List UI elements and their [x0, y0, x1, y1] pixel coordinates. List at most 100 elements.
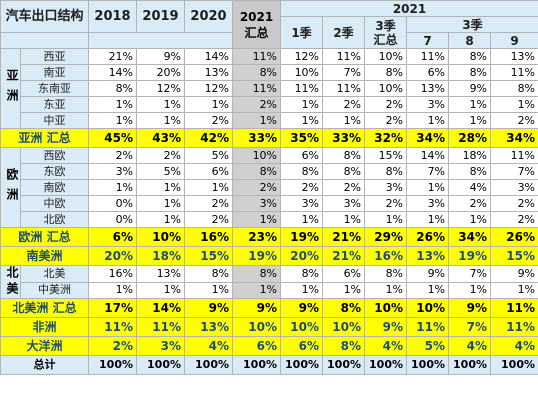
table-cell: 16%: [364, 246, 408, 266]
table-cell: 8%: [322, 163, 366, 180]
table-cell: 1%: [88, 96, 138, 113]
table-cell: 15%: [364, 147, 408, 164]
table-cell: 19%: [232, 246, 282, 266]
table-cell: 1%: [490, 281, 538, 299]
table-cell: 13%: [136, 265, 186, 283]
table-cell: 13%: [406, 80, 450, 97]
row-label: 东亚: [19, 96, 90, 113]
table-cell: 32%: [364, 128, 408, 148]
table-cell: 1%: [322, 112, 366, 129]
table-cell: 20%: [280, 246, 324, 266]
table-cell: 7%: [322, 64, 366, 81]
table-cell: 11%: [490, 147, 538, 164]
table-cell: 8%: [280, 265, 324, 283]
table-cell: 21%: [88, 48, 138, 65]
table-cell: 1%: [406, 112, 450, 129]
table-cell: 100%: [184, 355, 234, 375]
group-2021: 2021: [280, 0, 538, 17]
table-cell: 2%: [322, 179, 366, 196]
table-row: 欧洲 汇总 6% 10% 16% 23% 19% 21% 29% 26% 34% 26%: [0, 227, 538, 247]
col-2021-summary: 2021 汇总: [232, 0, 282, 49]
row-label: 亚洲 汇总: [0, 128, 90, 148]
table-cell: 20%: [136, 64, 186, 81]
table-cell: 1%: [232, 211, 282, 228]
table-cell: 3%: [406, 195, 450, 212]
table-cell: 1%: [136, 195, 186, 212]
table-cell: 1%: [364, 281, 408, 299]
table-cell: 13%: [406, 246, 450, 266]
col-q3-summary-a: 3季: [375, 18, 396, 33]
table-row: 北美 北美 16% 13% 8% 8% 8% 6% 8% 9% 7% 9%: [0, 265, 538, 299]
table-row: 总计 100% 100% 100% 100% 100% 100% 100% 100% 100% 10…: [0, 355, 538, 375]
table-cell: 2%: [490, 195, 538, 212]
table-cell: 1%: [232, 281, 282, 299]
row-label: 非洲: [0, 317, 90, 337]
table-cell: 11%: [280, 80, 324, 97]
table-cell: 5%: [184, 147, 234, 164]
table-cell: 3%: [406, 96, 450, 113]
table-row: 非洲 11% 11% 13% 10% 10% 10% 9% 11% 7% 11%: [0, 317, 538, 337]
table-cell: 2%: [88, 336, 138, 356]
table-cell: 9%: [448, 298, 492, 318]
col-2018: 2018: [88, 0, 138, 33]
table-cell: 10%: [232, 317, 282, 337]
row-label: 北美洲 汇总: [0, 298, 90, 318]
table-cell: 11%: [232, 48, 282, 65]
table-row: 北欧 0% 1% 2% 1% 1% 1% 1% 1% 1% 2%: [1, 211, 538, 228]
table-cell: 8%: [448, 163, 492, 180]
table-row: 东欧 3% 5% 6% 8% 8% 8% 8% 7% 8% 7%: [1, 163, 538, 180]
table-cell: 10%: [322, 317, 366, 337]
table-cell: 1%: [136, 112, 186, 129]
table-cell: 2%: [490, 211, 538, 228]
table-cell: 3%: [490, 179, 538, 196]
row-label: 北欧: [19, 211, 90, 228]
table-cell: 3%: [280, 195, 324, 212]
table-cell: 3%: [136, 336, 186, 356]
region-europe-label: 欧洲: [5, 167, 19, 208]
table-cell: 8%: [232, 265, 282, 283]
table-cell: 9%: [184, 298, 234, 318]
header-row-1: 汽车出口结构 2018 2019 2020 2021 汇总 2021: [0, 0, 538, 49]
table-cell: 100%: [88, 355, 138, 375]
table-cell: 0%: [88, 195, 138, 212]
table-cell: 1%: [490, 96, 538, 113]
table-cell: 34%: [448, 227, 492, 247]
table-cell: 1%: [136, 179, 186, 196]
table-row: 亚洲 西亚 21% 9% 14% 11% 12% 11% 10% 11% 8% 13%: [0, 48, 538, 129]
table-cell: 10%: [364, 80, 408, 97]
table-cell: 14%: [406, 147, 450, 164]
table-cell: 1%: [88, 112, 138, 129]
table-row: 东亚 1% 1% 1% 2% 1% 2% 2% 3% 1% 1%: [1, 96, 538, 113]
table-cell: 9%: [280, 298, 324, 318]
table-cell: 1%: [406, 179, 450, 196]
table-row: 南欧 1% 1% 1% 2% 2% 2% 3% 1% 4% 3%: [1, 179, 538, 196]
table-cell: 1%: [280, 112, 324, 129]
table-cell: 11%: [88, 317, 138, 337]
row-label: 东欧: [19, 163, 90, 180]
table-cell: 16%: [88, 265, 138, 283]
table-cell: 6%: [280, 147, 324, 164]
table-cell: 8%: [184, 265, 234, 283]
table-cell: 2%: [448, 195, 492, 212]
table-row: 中亚 1% 1% 2% 1% 1% 1% 2% 1% 1% 2%: [1, 112, 538, 129]
table-cell: 15%: [184, 246, 234, 266]
table-cell: 11%: [232, 80, 282, 97]
table-cell: 21%: [322, 227, 366, 247]
table-cell: 100%: [322, 355, 366, 375]
table-cell: 10%: [232, 147, 282, 164]
table-cell: 13%: [184, 317, 234, 337]
table-cell: 1%: [184, 179, 234, 196]
table-cell: 12%: [184, 80, 234, 97]
header-row-2: 1季 2季 3季 汇总 3季: [1, 16, 538, 49]
table-cell: 7%: [448, 265, 492, 283]
table-cell: 2%: [364, 195, 408, 212]
table-cell: 100%: [136, 355, 186, 375]
table-cell: 43%: [136, 128, 186, 148]
table-cell: 1%: [280, 96, 324, 113]
table-cell: 1%: [184, 281, 234, 299]
table-row: 中欧 0% 1% 2% 3% 3% 3% 2% 3% 2% 2%: [1, 195, 538, 212]
col-m9: 9: [490, 32, 538, 49]
table-cell: 21%: [322, 246, 366, 266]
table-cell: 6%: [406, 64, 450, 81]
row-label: 南欧: [19, 179, 90, 196]
